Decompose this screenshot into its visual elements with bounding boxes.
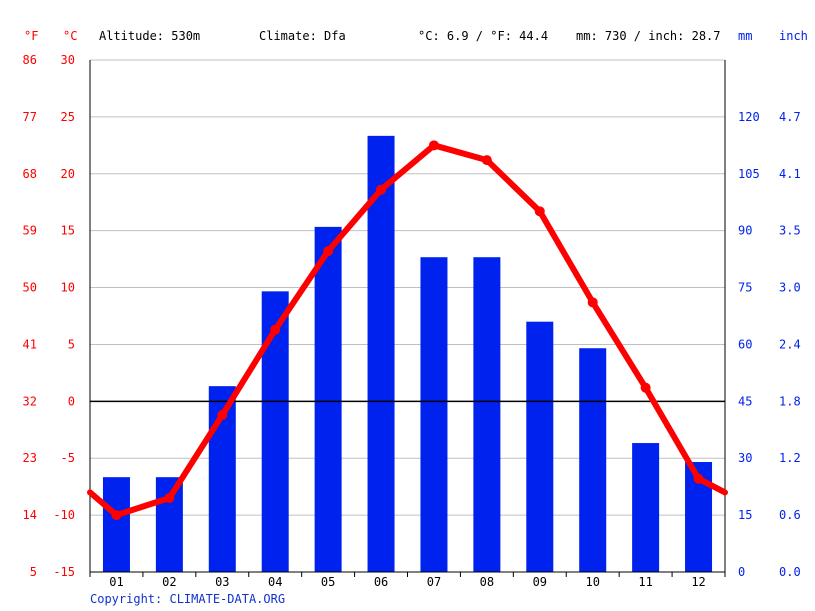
precipitation-bar (102, 477, 130, 572)
temperature-point (323, 246, 334, 257)
inch-tick-label: 4.1 (779, 167, 801, 181)
celsius-tick-label: 20 (61, 167, 75, 181)
precipitation-bar (261, 291, 289, 572)
temperature-line (87, 142, 728, 519)
temperature-point (693, 473, 704, 484)
mm-tick-label: 75 (738, 281, 752, 295)
precipitation-bar (314, 226, 342, 572)
fahrenheit-tick-label: 86 (23, 53, 37, 67)
precipitation-bar (473, 257, 501, 572)
inch-tick-label: 4.7 (779, 110, 801, 124)
inch-tick-label: 3.0 (779, 281, 801, 295)
mm-tick-label: 0 (738, 565, 745, 579)
celsius-unit-label: °C (63, 29, 78, 43)
inch-tick-label: 1.2 (779, 451, 801, 465)
celsius-tick-label: 0 (68, 394, 75, 408)
precipitation-bar (420, 257, 448, 572)
temperature-point (376, 184, 387, 195)
celsius-tick-label: 5 (68, 337, 75, 351)
mm-tick-label: 30 (738, 451, 752, 465)
month-label: 06 (374, 575, 388, 589)
fahrenheit-tick-label: 50 (23, 281, 37, 295)
month-label: 03 (215, 575, 229, 589)
celsius-tick-label: -10 (53, 508, 75, 522)
mm-tick-label: 60 (738, 337, 752, 351)
inch-tick-label: 2.4 (779, 337, 801, 351)
temperature-point (534, 206, 545, 217)
month-label: 11 (638, 575, 652, 589)
precipitation-bar (526, 321, 554, 572)
month-label: 10 (585, 575, 599, 589)
fahrenheit-tick-label: 77 (23, 110, 37, 124)
celsius-tick-label: 10 (61, 281, 75, 295)
month-label: 09 (533, 575, 547, 589)
celsius-tick-label: 15 (61, 224, 75, 238)
month-label: 12 (691, 575, 705, 589)
inch-unit-label: inch (779, 29, 808, 43)
annual-precipitation-label: mm: 730 / inch: 28.7 (576, 29, 721, 43)
celsius-tick-label: -5 (61, 451, 75, 465)
climate-label: Climate: Dfa (259, 29, 346, 43)
precipitation-bar (367, 135, 395, 572)
mm-tick-label: 120 (738, 110, 760, 124)
month-label: 08 (480, 575, 494, 589)
altitude-label: Altitude: 530m (99, 29, 201, 43)
temperature-point (428, 140, 439, 151)
fahrenheit-tick-label: 5 (30, 565, 37, 579)
fahrenheit-tick-label: 59 (23, 224, 37, 238)
mm-unit-label: mm (738, 29, 753, 43)
fahrenheit-tick-label: 23 (23, 451, 37, 465)
average-temperature-label: °C: 6.9 / °F: 44.4 (418, 29, 549, 43)
month-label: 04 (268, 575, 282, 589)
fahrenheit-tick-label: 32 (23, 394, 37, 408)
temperature-point (164, 493, 175, 504)
precipitation-bar (579, 348, 607, 572)
inch-tick-label: 0.6 (779, 508, 801, 522)
precipitation-bar (155, 477, 183, 572)
fahrenheit-tick-label: 68 (23, 167, 37, 181)
temperature-point (640, 382, 651, 393)
month-label: 07 (427, 575, 441, 589)
fahrenheit-tick-label: 14 (23, 508, 37, 522)
inch-tick-label: 3.5 (779, 224, 801, 238)
temperature-point (270, 324, 281, 335)
celsius-tick-label: -15 (53, 565, 75, 579)
fahrenheit-tick-label: 41 (23, 337, 37, 351)
precipitation-bar (632, 443, 660, 572)
month-label: 05 (321, 575, 335, 589)
celsius-tick-label: 30 (61, 53, 75, 67)
mm-tick-label: 90 (738, 224, 752, 238)
temperature-point (111, 510, 122, 521)
mm-tick-label: 45 (738, 394, 752, 408)
inch-tick-label: 1.8 (779, 394, 801, 408)
mm-tick-label: 15 (738, 508, 752, 522)
mm-tick-label: 105 (738, 167, 760, 181)
month-label: 01 (109, 575, 123, 589)
inch-tick-label: 0.0 (779, 565, 801, 579)
temperature-point (217, 409, 228, 420)
celsius-tick-label: 25 (61, 110, 75, 124)
fahrenheit-unit-label: °F (24, 29, 39, 43)
temperature-point (587, 297, 598, 308)
month-label: 02 (162, 575, 176, 589)
temperature-point (481, 155, 492, 166)
copyright-link[interactable]: Copyright: CLIMATE-DATA.ORG (90, 592, 286, 606)
